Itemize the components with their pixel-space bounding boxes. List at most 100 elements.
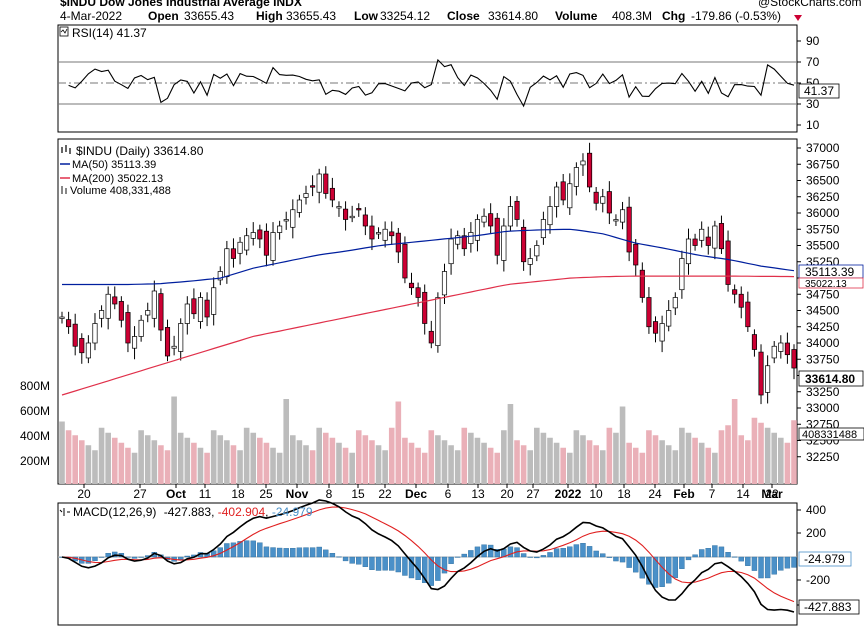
candle-body [540, 219, 546, 239]
macd-hist-bar [672, 556, 678, 579]
macd-hist-bar [507, 546, 514, 558]
candle-body [705, 236, 711, 246]
close-value: 33614.80 [488, 9, 538, 23]
volume-bar [626, 442, 632, 484]
macd-hist-bar [685, 556, 692, 561]
volume-bar [151, 440, 158, 484]
volume-tick-label: 200M [20, 454, 50, 468]
macd-hist-bar [738, 556, 744, 562]
macd-hist-bar [389, 556, 395, 571]
close-label: Close [447, 9, 480, 23]
volume-bar [243, 427, 250, 484]
volume-bar [355, 430, 362, 484]
macd-hist-bar [751, 556, 758, 571]
macd-hist-bar [626, 556, 632, 568]
volume-bar [507, 404, 514, 484]
volume-bar [296, 440, 303, 484]
macd-hist-bar [560, 548, 566, 558]
rsi-label: RSI(14) 41.37 [72, 26, 147, 40]
ma200-tag: 35022.13 [805, 279, 847, 290]
date-tick-label: 11 [199, 487, 212, 501]
open-label: Open [148, 9, 179, 23]
volume-bar [290, 435, 296, 484]
volume-bar [580, 435, 586, 484]
candle-body [131, 336, 138, 349]
volume-tick-label: 600M [20, 404, 50, 418]
volume-tag-box [798, 427, 864, 441]
price-tick-label: 35750 [806, 222, 840, 236]
candle-body [158, 293, 164, 331]
volume-bar [250, 432, 257, 484]
macd-hist-bar [534, 556, 540, 559]
candle-body [224, 248, 230, 278]
candle-body [725, 240, 731, 285]
candle-body [765, 365, 771, 393]
macd-hist-bar [540, 555, 547, 558]
candle-body [699, 228, 705, 241]
volume-bar [197, 447, 204, 484]
macd-hist-bar [329, 553, 336, 558]
volume-bar [632, 447, 639, 484]
candle-body [527, 258, 533, 265]
candle-body [646, 297, 652, 328]
volume-bar [382, 450, 388, 484]
candle-body [679, 258, 685, 291]
macd-tick-label: 200 [806, 526, 826, 540]
candle-body [428, 330, 434, 344]
open-value: 33655.43 [184, 9, 234, 23]
date-tick-label: 20 [500, 487, 514, 501]
macd-hist-bar [408, 556, 415, 579]
volume-label: Volume [555, 9, 598, 23]
candlesticks [59, 142, 797, 405]
candle-body [395, 232, 401, 253]
date-tick-label: 20 [77, 487, 91, 501]
candle-body [66, 319, 72, 328]
macd-hist-bar [652, 556, 659, 588]
chart-title: $INDU Dow Jones Industrial Average INDX [60, 0, 302, 9]
volume-bar [613, 432, 619, 484]
volume-legend-label: Volume 408,331,488 [70, 185, 171, 197]
candle-body [244, 235, 250, 251]
volume-bar [72, 435, 78, 484]
macd-hist-bar [369, 556, 375, 570]
macd-panel: MACD(12,26,9) -427.883, -402.904, -24.97… [57, 499, 860, 626]
volume-bar [224, 440, 230, 484]
macd-hist-bar [468, 550, 474, 558]
high-label: High [256, 9, 283, 23]
volume-bar [322, 432, 329, 484]
candle-body [554, 186, 560, 207]
macd-hist-bar [725, 552, 731, 558]
volume-bar [527, 450, 534, 484]
volume-bar [725, 425, 731, 484]
volume-bar [692, 437, 698, 484]
macd-hist-bar [580, 543, 586, 558]
macd-label-value: -427.883 [164, 505, 212, 519]
macd-hist-bar [586, 546, 593, 558]
candle-body [771, 345, 777, 359]
volume-bar [125, 447, 131, 484]
volume-bar [665, 445, 672, 484]
macd-hist-bar [659, 556, 665, 587]
price-legend: $INDU (Daily) 33614.80 MA(50) 35113.39 M… [60, 144, 204, 197]
candle-body [652, 321, 659, 334]
candle-body [613, 219, 619, 222]
macd-hist-bar [764, 556, 771, 579]
volume-bar [639, 452, 646, 484]
macd-hist-bar [138, 556, 144, 558]
macd-hist-bar [619, 556, 626, 563]
price-tick-label: 34500 [806, 304, 840, 318]
date-tick-label: 22 [765, 487, 779, 501]
candle-body [329, 187, 335, 201]
candle-body [791, 349, 797, 369]
candle-body [296, 199, 302, 213]
macd-hist-bar [441, 556, 448, 574]
volume-bar [685, 432, 692, 484]
date-tick-label: Dec [405, 487, 427, 501]
candle-body [336, 206, 342, 209]
volume-bar [514, 440, 520, 484]
volume-bar [784, 442, 791, 484]
volume-bar [573, 430, 580, 484]
volume-bar [257, 437, 263, 484]
candle-body [718, 223, 725, 250]
candle-body [619, 209, 626, 223]
